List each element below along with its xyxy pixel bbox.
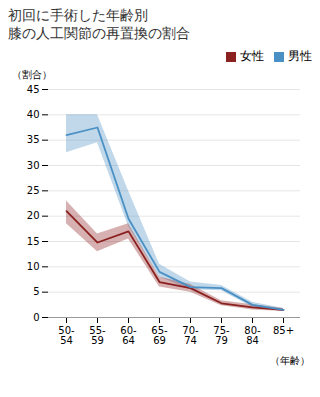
svg-text:85+: 85+ [273, 325, 294, 336]
svg-text:60-64: 60-64 [120, 325, 137, 346]
html-text:男性: 男性 [288, 49, 312, 63]
svg-text:80-84: 80-84 [244, 325, 261, 346]
svg-text:45: 45 [27, 84, 40, 95]
svg-text:10: 10 [27, 261, 40, 272]
html-text:初回に手術した年齢別: 初回に手術した年齢別 [8, 7, 148, 23]
svg-text:30: 30 [27, 160, 40, 171]
svg-text:5: 5 [33, 286, 39, 297]
html-text:女性: 女性 [240, 49, 264, 63]
svg-text:25: 25 [27, 185, 40, 196]
svg-text:40: 40 [27, 109, 40, 120]
svg-text:0: 0 [33, 312, 39, 323]
svg-text:35: 35 [27, 134, 40, 145]
svg-text:70-74: 70-74 [182, 325, 199, 346]
svg-text:75-79: 75-79 [213, 325, 230, 346]
html-text:膝の人工関節の再置換の割合: 膝の人工関節の再置換の割合 [8, 25, 190, 41]
svg-text:（年齢）: （年齢） [270, 355, 310, 366]
svg-text:20: 20 [27, 210, 40, 221]
svg-text:15: 15 [27, 236, 40, 247]
svg-text:55-59: 55-59 [89, 325, 106, 346]
svg-text:（割合）: （割合） [12, 69, 52, 80]
svg-text:65-69: 65-69 [151, 325, 168, 346]
svg-text:50-54: 50-54 [58, 325, 75, 346]
